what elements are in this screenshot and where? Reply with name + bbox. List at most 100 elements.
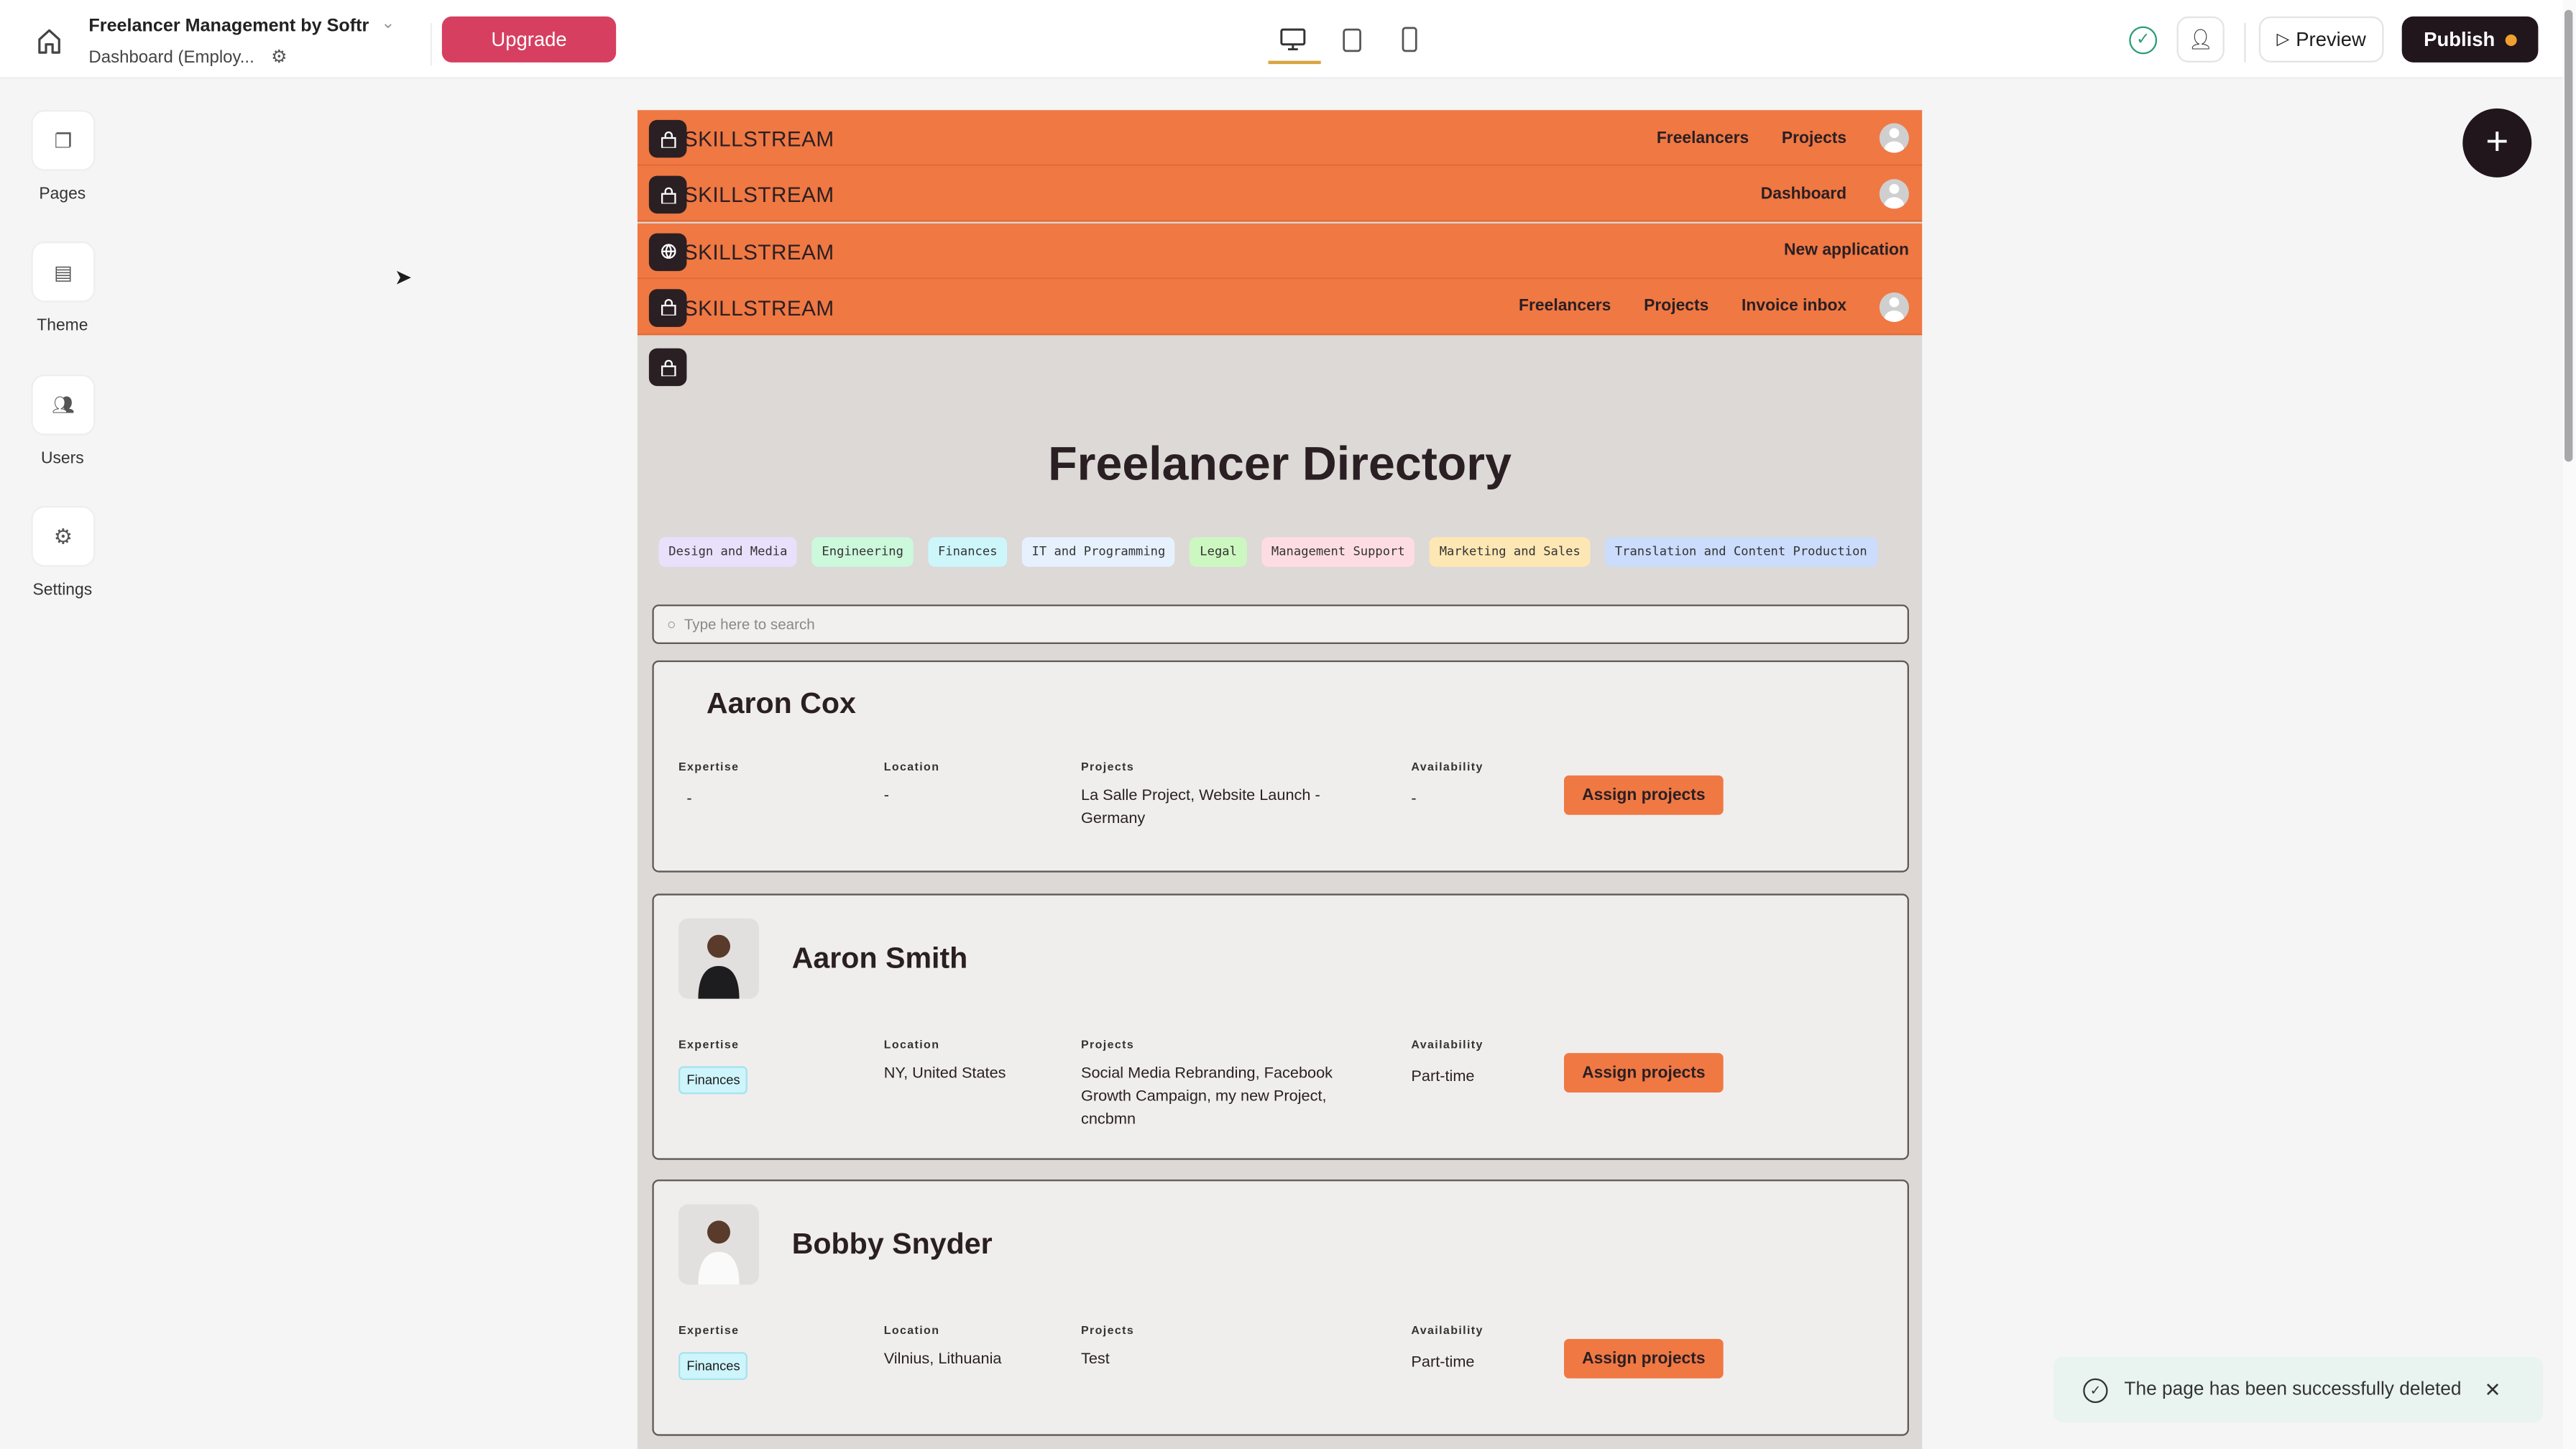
projects-label: Projects (1080, 762, 1135, 774)
avatar-photo (678, 918, 759, 999)
avatar[interactable] (1879, 292, 1909, 322)
check-circle-icon: ✓ (2083, 1377, 2108, 1402)
sidebar-item-theme[interactable]: ▤ (31, 241, 96, 303)
paint-roller-icon: ▤ (54, 260, 73, 284)
nav-link[interactable]: Projects (1644, 298, 1709, 316)
availability-label: Availability (1411, 1325, 1484, 1338)
globe-icon[interactable] (648, 232, 687, 271)
sidebar-item-pages[interactable]: ❐ (31, 110, 96, 171)
search-input[interactable]: ○ Type here to search (652, 604, 1909, 644)
toast-notification: ✓ The page has been successfully deleted… (2053, 1356, 2544, 1423)
divider (2244, 22, 2246, 63)
toast-message: The page has been successfully deleted (2124, 1379, 2462, 1400)
lock-icon[interactable] (648, 289, 687, 327)
page-name[interactable]: Dashboard (Employ... (88, 47, 254, 68)
category-tag[interactable]: Management Support (1261, 537, 1415, 567)
page-settings-icon[interactable]: ⚙ (271, 47, 288, 68)
lock-icon[interactable] (648, 348, 687, 387)
sidebar-item-settings[interactable]: ⚙ (31, 505, 96, 567)
avatar[interactable] (1879, 123, 1909, 153)
location-value: - (883, 786, 889, 805)
navbar: SKILLSTREAM Dashboard (637, 166, 1923, 223)
freelancer-card[interactable]: Aaron Smith Expertise Location Projects Avai… (652, 893, 1909, 1160)
lock-icon[interactable] (648, 176, 687, 214)
location-label: Location (883, 1039, 940, 1052)
sidebar-item-users[interactable]: 👥︎ (31, 374, 96, 436)
mouse-cursor: ➤ (394, 264, 413, 290)
tablet-view-icon[interactable] (1335, 23, 1368, 56)
assign-projects-button[interactable]: Assign projects (1563, 1053, 1724, 1092)
navbar: SKILLSTREAM Freelancers Projects (637, 110, 1923, 166)
category-tag[interactable]: Translation and Content Production (1605, 537, 1877, 567)
nav-link[interactable]: Invoice inbox (1742, 298, 1847, 316)
nav-link[interactable]: Freelancers (1519, 298, 1611, 316)
mobile-view-icon[interactable] (1393, 23, 1426, 56)
brand-logo[interactable]: SKILLSTREAM (683, 295, 834, 321)
freelancer-name: Bobby Snyder (791, 1227, 993, 1261)
add-block-button[interactable]: + (2462, 108, 2532, 178)
nav-link[interactable]: New application (1783, 242, 1909, 260)
nav-links: Dashboard (1761, 178, 1909, 211)
nav-link[interactable]: Dashboard (1760, 185, 1847, 203)
freelancer-card[interactable]: Bobby Snyder Expertise Location Projects Ava… (652, 1179, 1909, 1436)
preview-button[interactable]: ▷ Preview (2258, 16, 2384, 63)
expertise-label: Expertise (678, 762, 740, 774)
assign-projects-button[interactable]: Assign projects (1563, 1338, 1724, 1379)
expertise-tag: Finances (678, 1352, 749, 1380)
availability-label: Availability (1411, 762, 1484, 774)
navbar: SKILLSTREAM Freelancers Projects Invoice in… (637, 279, 1923, 336)
category-tag[interactable]: Finances (928, 537, 1008, 567)
home-icon[interactable] (33, 24, 66, 58)
publish-button[interactable]: Publish (2401, 16, 2539, 63)
expertise-label: Expertise (678, 1325, 740, 1338)
projects-label: Projects (1080, 1039, 1135, 1052)
expertise-tag: Finances (678, 1066, 749, 1095)
assign-projects-button[interactable]: Assign projects (1563, 775, 1724, 815)
projects-value: La Salle Project, Website Launch - Germa… (1080, 786, 1320, 828)
brand-logo[interactable]: SKILLSTREAM (683, 183, 834, 208)
sidebar-label-theme: Theme (37, 317, 88, 336)
nav-link[interactable]: Freelancers (1656, 129, 1749, 147)
scrollbar[interactable] (2562, 0, 2576, 1449)
nav-links: New application (1784, 234, 1909, 267)
availability-value: - (1411, 790, 1417, 809)
projects-value: Social Media Rebranding, Facebook Growth… (1080, 1064, 1333, 1129)
category-tag[interactable]: IT and Programming (1021, 537, 1176, 567)
expertise-value: - (686, 790, 692, 809)
availability-label: Availability (1411, 1039, 1484, 1052)
close-icon[interactable]: ✕ (2484, 1378, 2501, 1402)
unpublished-dot (2504, 33, 2516, 45)
brand-logo[interactable]: SKILLSTREAM (683, 239, 834, 264)
nav-links: Freelancers Projects Invoice inbox (1519, 290, 1909, 323)
top-bar: Freelancer Management by Softr ⌄ Dashboa… (0, 0, 2563, 79)
search-placeholder: Type here to search (684, 616, 815, 632)
gear-icon: ⚙ (53, 523, 73, 548)
location-value: NY, United States (883, 1064, 1006, 1083)
desktop-view-icon[interactable] (1275, 23, 1311, 56)
play-icon: ▷ (2276, 30, 2290, 49)
category-tag[interactable]: Engineering (811, 537, 914, 567)
users-icon: 👥︎ (52, 395, 75, 416)
avatar-photo (678, 1204, 759, 1285)
brand-logo[interactable]: SKILLSTREAM (683, 126, 834, 152)
search-icon: ○ (666, 616, 676, 632)
category-tag[interactable]: Marketing and Sales (1429, 537, 1591, 567)
avatar[interactable] (1879, 179, 1909, 209)
availability-value: Part-time (1411, 1353, 1475, 1372)
chevron-down-icon[interactable]: ⌄ (381, 14, 395, 33)
divider (430, 22, 433, 66)
nav-link[interactable]: Projects (1781, 129, 1847, 147)
category-tag[interactable]: Legal (1190, 537, 1247, 567)
sidebar-label-users: Users (40, 450, 84, 469)
app-title[interactable]: Freelancer Management by Softr (88, 16, 369, 37)
freelancer-name: Aaron Cox (706, 686, 856, 720)
nav-links: Freelancers Projects (1657, 121, 1909, 155)
location-label: Location (883, 1325, 940, 1338)
invite-user-icon[interactable]: 👤︎ (2176, 16, 2225, 63)
upgrade-button[interactable]: Upgrade (441, 16, 617, 63)
category-tag[interactable]: Design and Media (658, 537, 798, 567)
page-canvas: SKILLSTREAM Freelancers Projects SKILLSTREA… (637, 110, 1923, 1449)
freelancer-card[interactable]: Aaron Cox Expertise Location Projects Availa… (652, 660, 1909, 873)
sidebar-label-pages: Pages (39, 185, 86, 204)
lock-icon[interactable] (648, 119, 687, 158)
